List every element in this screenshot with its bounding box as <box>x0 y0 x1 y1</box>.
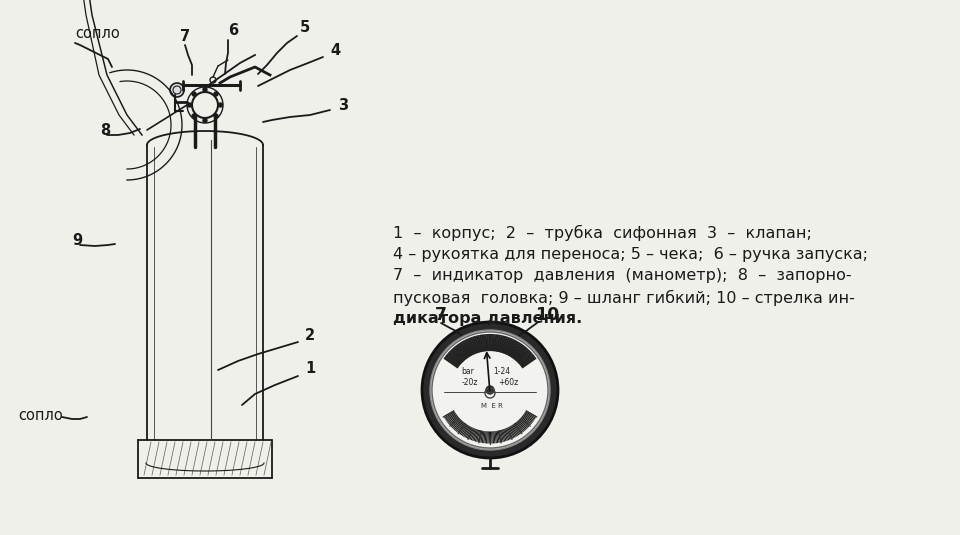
Text: 10: 10 <box>535 306 560 324</box>
Text: сопло: сопло <box>75 26 120 41</box>
Text: 4 – рукоятка для переноса; 5 – чека;  6 – ручка запуска;: 4 – рукоятка для переноса; 5 – чека; 6 –… <box>393 247 868 262</box>
Text: 4: 4 <box>330 43 340 58</box>
Text: сопло: сопло <box>18 408 62 423</box>
Text: +60z: +60z <box>498 378 518 387</box>
Text: 1: 1 <box>305 361 315 376</box>
Text: 3: 3 <box>338 98 348 113</box>
Text: 8: 8 <box>100 123 110 138</box>
Text: M  E R: M E R <box>481 403 503 409</box>
Circle shape <box>486 386 494 394</box>
Text: 6: 6 <box>228 23 238 38</box>
Circle shape <box>430 330 550 450</box>
Circle shape <box>214 114 218 118</box>
Circle shape <box>187 103 191 107</box>
Circle shape <box>203 88 207 91</box>
Text: 9: 9 <box>72 233 83 248</box>
Text: дикатора давления.: дикатора давления. <box>393 311 583 326</box>
Text: 5: 5 <box>300 20 310 35</box>
Text: 7: 7 <box>180 29 190 44</box>
Circle shape <box>422 322 558 458</box>
Text: 7: 7 <box>435 306 447 324</box>
Circle shape <box>170 83 184 97</box>
Circle shape <box>219 103 223 107</box>
Circle shape <box>214 92 218 96</box>
Text: 2: 2 <box>305 328 315 343</box>
Circle shape <box>192 92 196 96</box>
Circle shape <box>192 114 196 118</box>
Circle shape <box>203 118 207 123</box>
Circle shape <box>432 332 548 448</box>
Text: -20z: -20z <box>462 378 478 387</box>
Text: 1-24: 1-24 <box>493 367 511 376</box>
Text: пусковая  головка; 9 – шланг гибкий; 10 – стрелка ин-: пусковая головка; 9 – шланг гибкий; 10 –… <box>393 289 854 305</box>
Text: 1  –  корпус;  2  –  трубка  сифонная  3  –  клапан;: 1 – корпус; 2 – трубка сифонная 3 – клап… <box>393 225 812 241</box>
Text: 7  –  индикатор  давления  (манометр);  8  –  запорно-: 7 – индикатор давления (манометр); 8 – з… <box>393 268 852 283</box>
Text: bar: bar <box>462 367 474 376</box>
